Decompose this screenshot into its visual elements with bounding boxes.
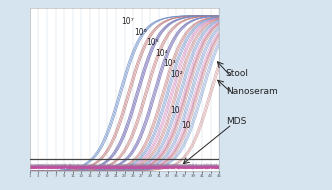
Text: 10⁴: 10⁴ (155, 49, 168, 58)
Text: 10: 10 (181, 121, 191, 130)
Text: Stool: Stool (226, 69, 249, 78)
Text: 10: 10 (170, 106, 180, 115)
Text: 10²: 10² (170, 70, 183, 79)
Text: 10⁵: 10⁵ (146, 38, 159, 47)
Text: 10⁷: 10⁷ (121, 17, 134, 26)
Text: Nanoseram: Nanoseram (226, 87, 278, 96)
Text: 10³: 10³ (163, 59, 176, 68)
Text: 10⁶: 10⁶ (134, 28, 147, 37)
Text: MDS: MDS (226, 117, 246, 126)
